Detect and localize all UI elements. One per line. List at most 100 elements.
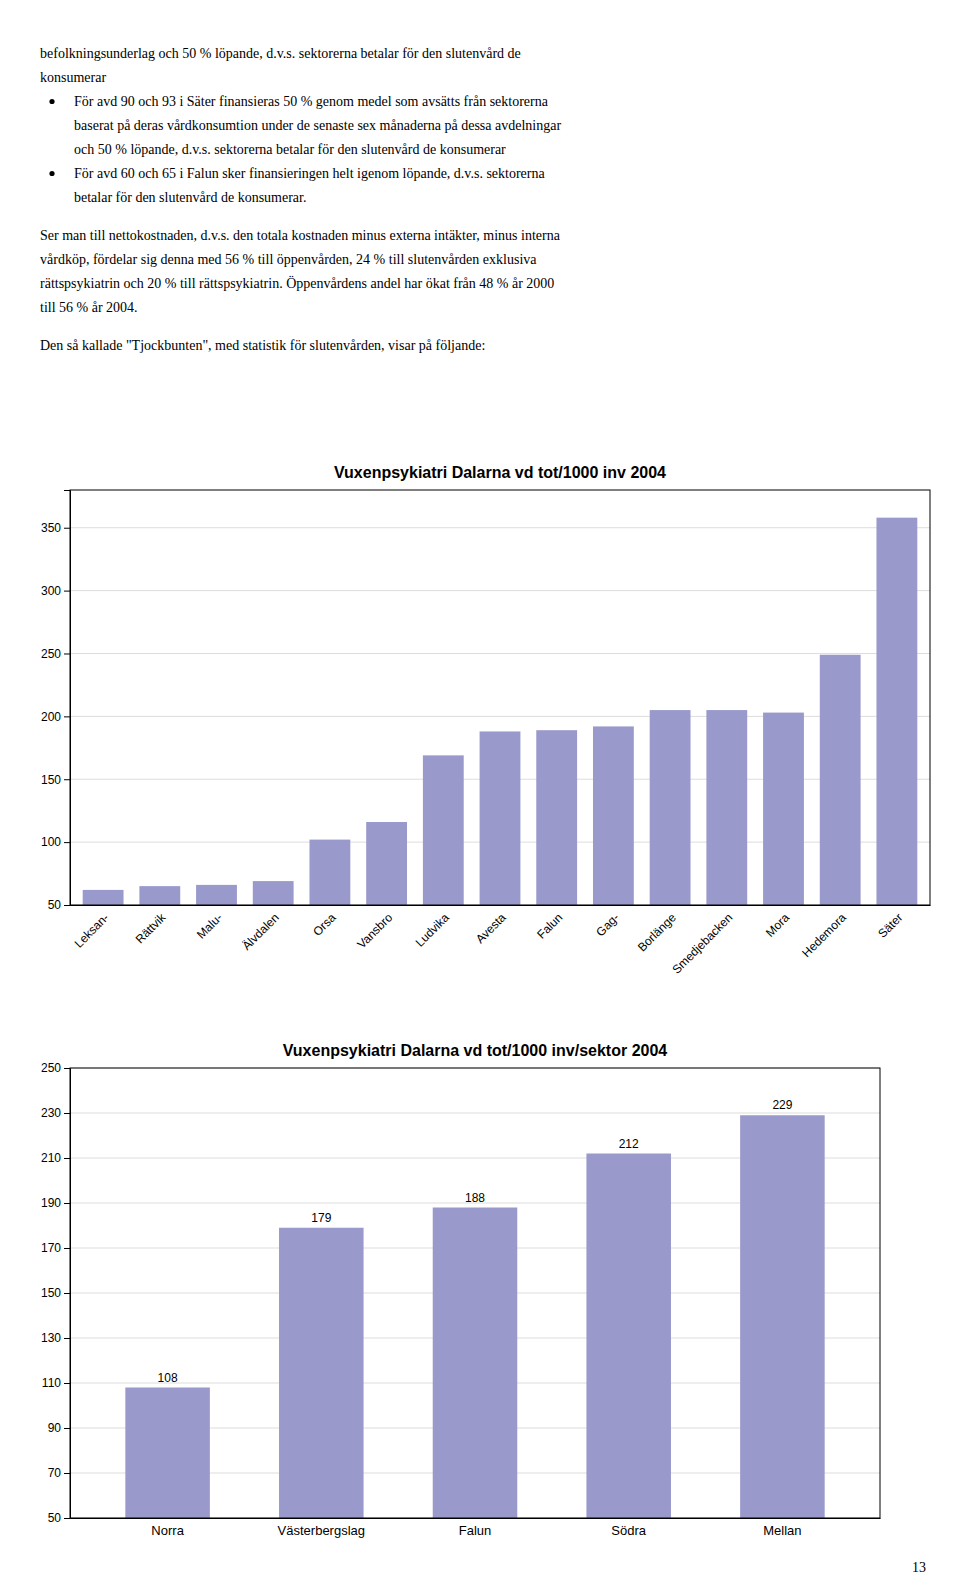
bar xyxy=(433,1208,518,1519)
plot-frame xyxy=(70,1068,880,1518)
tick: Rättvik xyxy=(133,910,170,947)
tick-label: Malu- xyxy=(194,911,225,942)
text-line: Ser man till nettokostnaden, d.v.s. den … xyxy=(40,228,561,243)
tick-label: Västerbergslag xyxy=(278,1523,365,1538)
bar xyxy=(366,822,407,905)
axis-line xyxy=(71,905,931,906)
tick-label: 230 xyxy=(41,1106,61,1120)
bar xyxy=(139,886,180,905)
tick-label: 130 xyxy=(41,1331,61,1345)
tick-mark xyxy=(64,653,70,654)
y-axis: 507090110130150170190210230250 xyxy=(41,1061,71,1525)
text-line: betalar för den slutenvård de konsumerar… xyxy=(74,190,306,205)
page-number: 13 xyxy=(912,1560,926,1575)
tick-label: 150 xyxy=(41,1286,61,1300)
tick-label: Södra xyxy=(611,1523,646,1538)
page-text: befolkningsunderlag och 50 % löpande, d.… xyxy=(40,46,561,353)
tick-label: Vansbro xyxy=(354,910,395,951)
tick: 130 xyxy=(41,1331,70,1345)
tick-mark xyxy=(64,1293,70,1294)
x-axis: Leksan- Rättvik Malu- Älvdalen Orsa Vansbro Lu… xyxy=(71,906,931,977)
tick: 300 xyxy=(41,584,70,598)
data-label: 108 xyxy=(158,1371,178,1385)
bar xyxy=(876,518,917,905)
tick: Älvdalen xyxy=(239,911,281,953)
data-label: 188 xyxy=(465,1191,485,1205)
tick: 170 xyxy=(41,1241,70,1255)
tick: 200 xyxy=(41,710,70,724)
tick: 100 xyxy=(41,835,70,849)
tick: Säter xyxy=(875,911,905,941)
data-label: 229 xyxy=(772,1098,792,1112)
bar xyxy=(309,840,350,905)
tick-label: Hedemora xyxy=(799,910,849,960)
tick: 70 xyxy=(48,1466,70,1480)
chart: 507090110130150170190210230250NorraVäste… xyxy=(41,1042,881,1538)
tick: 150 xyxy=(41,773,70,787)
chart-title: Vuxenpsykiatri Dalarna vd tot/1000 inv 2… xyxy=(334,464,666,481)
tick: 250 xyxy=(41,1061,70,1075)
text-line: och 50 % löpande, d.v.s. sektorerna beta… xyxy=(74,142,506,157)
tick-mark xyxy=(64,1518,70,1519)
axis-line xyxy=(64,1069,71,1519)
text-line: Den så kallade "Tjockbunten", med statis… xyxy=(40,338,485,353)
tick-label: Norra xyxy=(151,1523,184,1538)
tick-label: 210 xyxy=(41,1151,61,1165)
bar xyxy=(125,1388,210,1519)
bar xyxy=(763,713,804,905)
tick-label: 70 xyxy=(48,1466,62,1480)
tick: 230 xyxy=(41,1106,70,1120)
tick-label: Mellan xyxy=(763,1523,801,1538)
plot-frame xyxy=(70,490,930,905)
tick: 150 xyxy=(41,1286,70,1300)
tick-label: 50 xyxy=(48,898,62,912)
bar xyxy=(650,710,691,905)
axis-line xyxy=(64,491,71,906)
tick: Ludvika xyxy=(413,910,452,949)
tick: Södra xyxy=(611,1523,646,1538)
bar xyxy=(279,1228,364,1518)
tick-mark xyxy=(64,716,70,717)
tick-mark xyxy=(64,1203,70,1204)
tick-label: Rättvik xyxy=(133,910,170,947)
tick-label: Mora xyxy=(763,910,792,939)
bar xyxy=(253,881,294,905)
tick: Leksan- xyxy=(72,911,112,951)
tick-mark xyxy=(64,528,70,529)
tick-label: 50 xyxy=(48,1511,62,1525)
tick-label: Orsa xyxy=(310,910,339,939)
tick: Smedjebacken xyxy=(669,911,735,977)
tick: 110 xyxy=(42,1376,70,1390)
bars xyxy=(83,518,918,905)
tick-label: 250 xyxy=(41,647,61,661)
tick: Norra xyxy=(151,1523,184,1538)
grid-line xyxy=(70,1113,880,1114)
tick-label: 350 xyxy=(41,521,61,535)
tick-label: Avesta xyxy=(473,910,509,946)
bar xyxy=(536,730,577,905)
tick-label: 150 xyxy=(41,773,61,787)
text-line: baserat på deras vårdkonsumtion under de… xyxy=(74,118,561,133)
tick-mark xyxy=(64,1248,70,1249)
grid-line xyxy=(70,590,930,591)
grid-line xyxy=(70,527,930,528)
tick-mark xyxy=(64,1158,70,1159)
tick: 190 xyxy=(41,1196,70,1210)
bar xyxy=(586,1154,671,1519)
tick-mark xyxy=(64,1338,70,1339)
tick-label: 200 xyxy=(41,710,61,724)
tick-label: 100 xyxy=(41,835,61,849)
tick: 50 xyxy=(48,898,70,912)
tick-label: 300 xyxy=(41,584,61,598)
tick: Borlänge xyxy=(635,910,679,954)
tick: Gag- xyxy=(593,911,622,940)
tick-label: Borlänge xyxy=(635,910,679,954)
tick-mark xyxy=(64,1113,70,1114)
x-axis: Norra Västerbergslag Falun Södra Mellan xyxy=(71,1519,881,1539)
tick-mark xyxy=(64,779,70,780)
tick: Vansbro xyxy=(354,910,395,951)
tick: 50 xyxy=(48,1511,70,1525)
bar xyxy=(83,890,124,905)
tick: Falun xyxy=(459,1523,492,1538)
grid xyxy=(70,1068,880,1518)
